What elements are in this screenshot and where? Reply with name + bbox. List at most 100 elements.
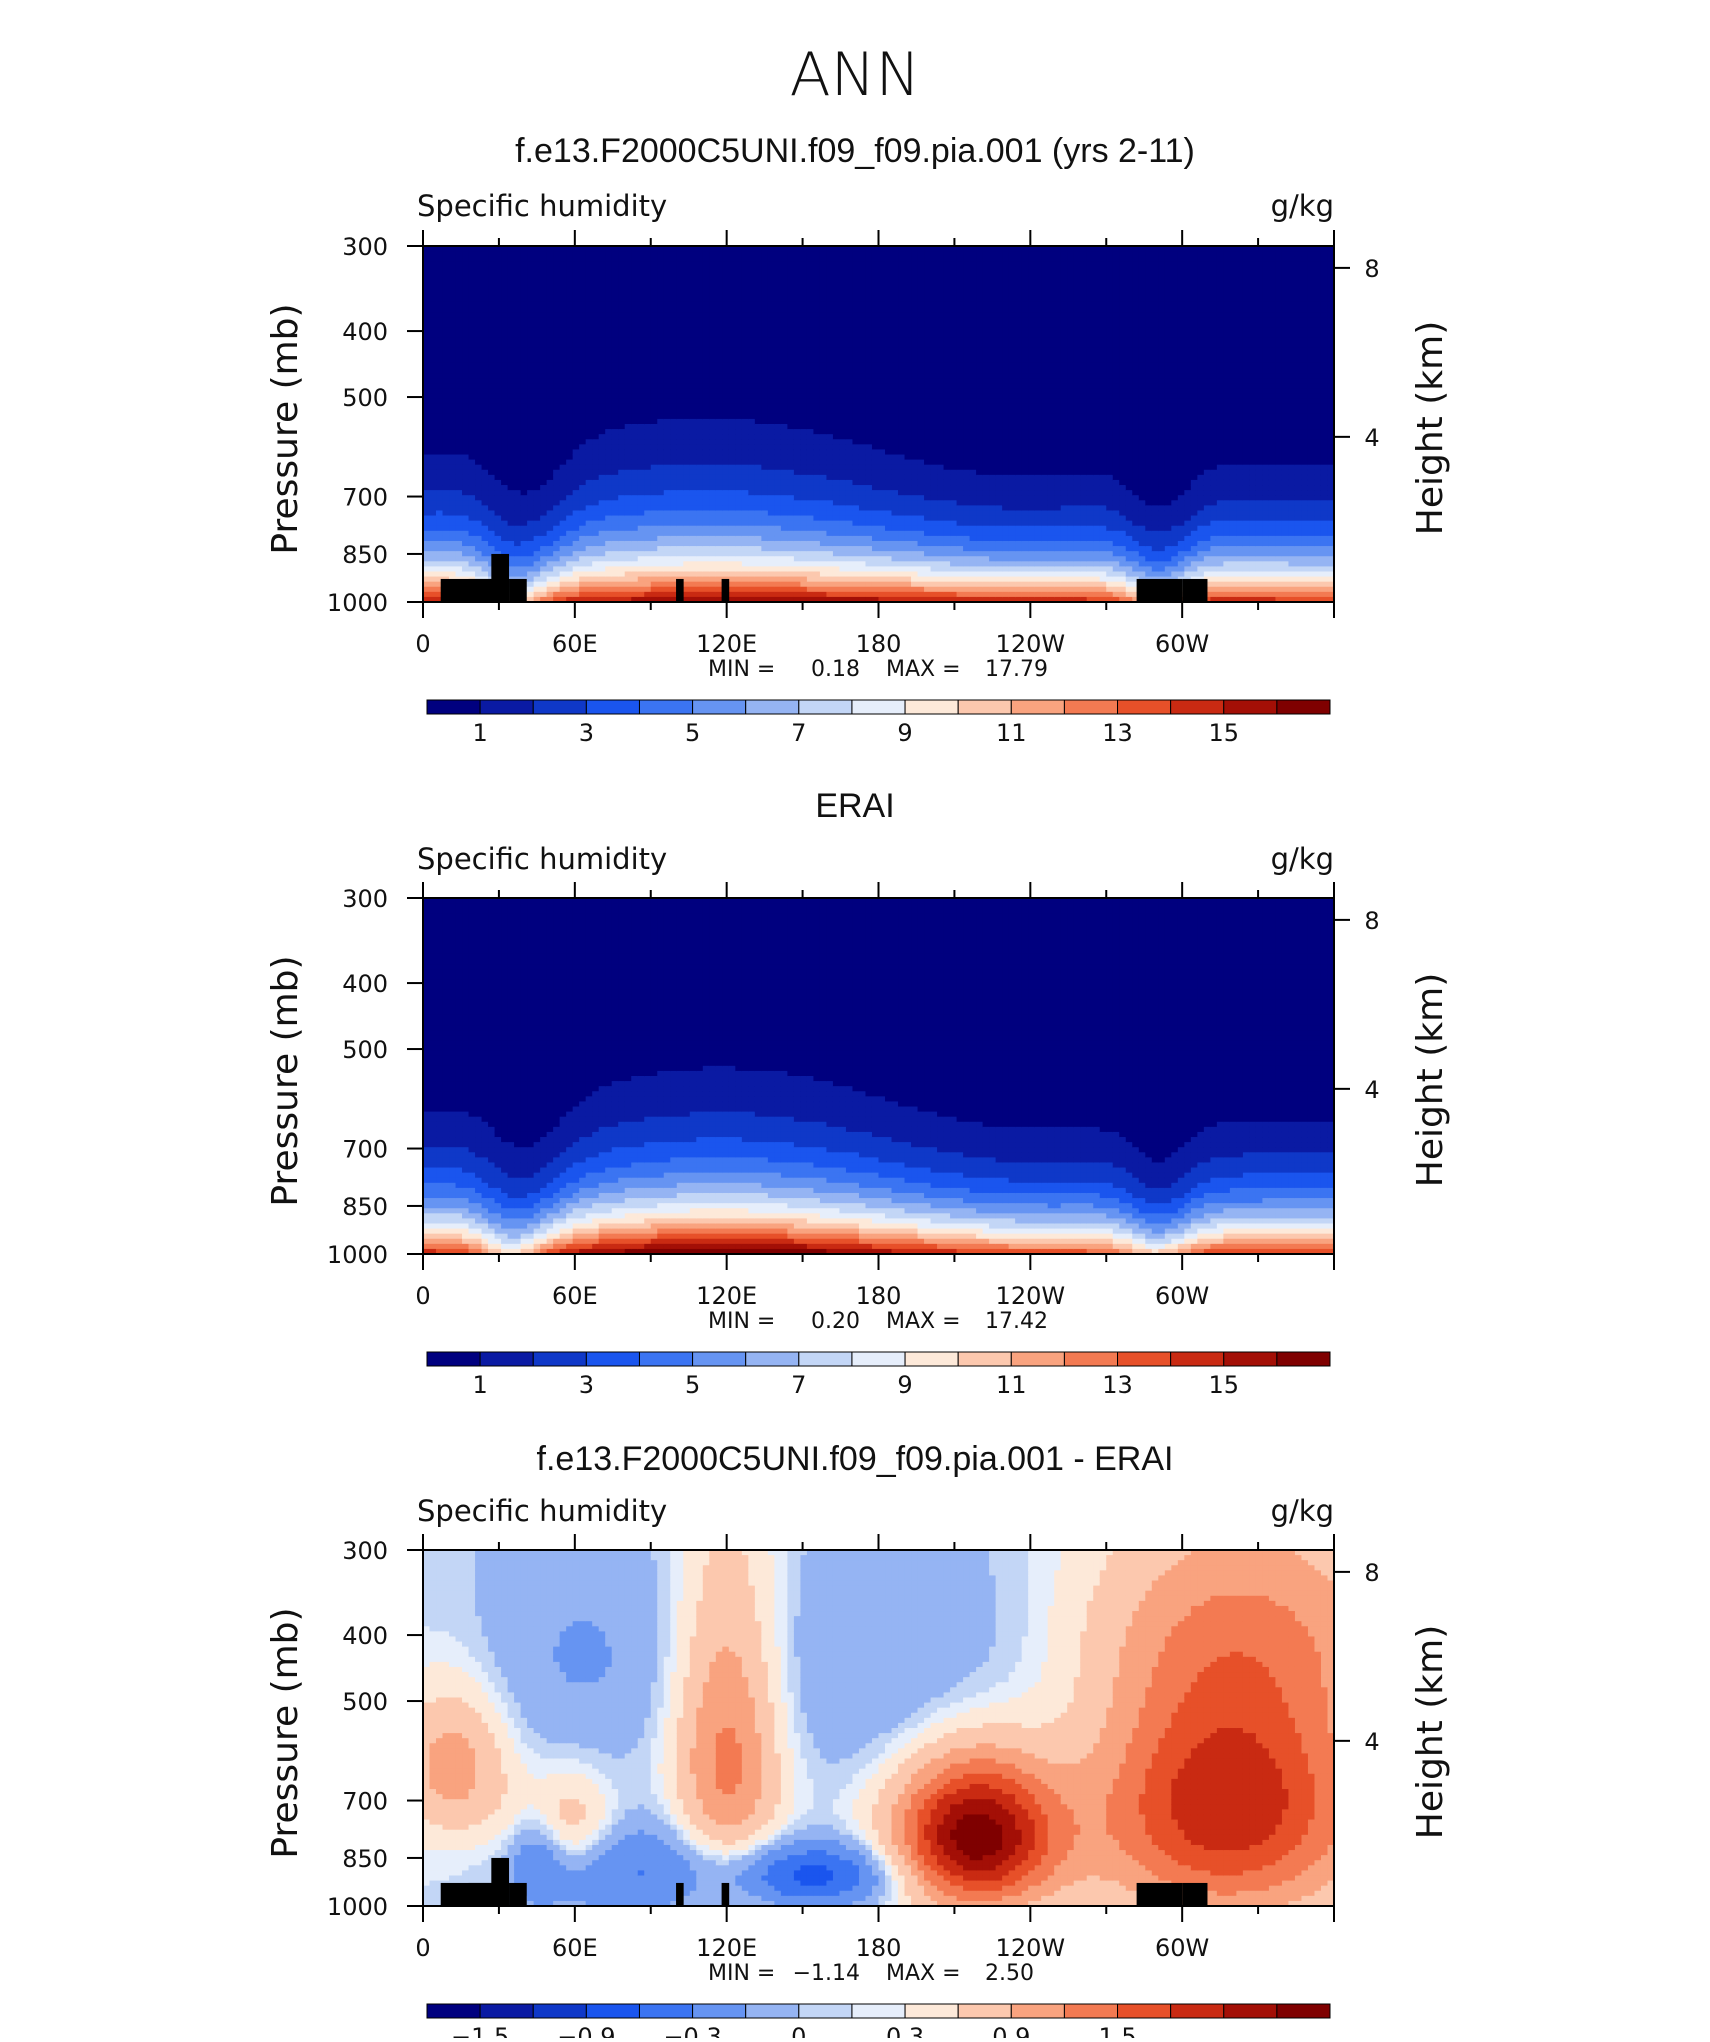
contour-cell: [566, 419, 573, 425]
contour-cell: [514, 404, 521, 410]
contour-cell: [833, 399, 840, 405]
contour-cell: [430, 526, 437, 532]
contour-cell: [690, 429, 697, 435]
contour-cell: [664, 393, 671, 399]
contour-cell: [540, 500, 547, 506]
contour-cell: [872, 271, 879, 277]
contour-cell: [475, 536, 482, 542]
contour-cell: [482, 485, 489, 491]
contour-cell: [462, 302, 469, 308]
contour-cell: [449, 561, 456, 567]
contour-cell: [722, 409, 729, 415]
contour-cell: [482, 404, 489, 410]
contour-cell: [879, 363, 886, 369]
contour-cell: [690, 261, 697, 267]
contour-cell: [475, 455, 482, 461]
contour-cell: [865, 404, 872, 410]
contour-cell: [703, 465, 710, 471]
contour-cell: [800, 551, 807, 557]
contour-cell: [722, 302, 729, 308]
contour-cell: [573, 261, 580, 267]
contour-cell: [631, 546, 638, 552]
contour-cell: [826, 256, 833, 262]
contour-cell: [826, 577, 833, 583]
contour-cell: [508, 353, 515, 359]
contour-cell: [761, 404, 768, 410]
contour-cell: [846, 343, 853, 349]
contour-cell: [579, 363, 586, 369]
contour-cell: [605, 256, 612, 262]
contour-cell: [670, 307, 677, 313]
contour-cell: [664, 287, 671, 293]
contour-cell: [696, 251, 703, 257]
contour-cell: [879, 368, 886, 374]
contour-cell: [670, 424, 677, 430]
contour-cell: [540, 332, 547, 338]
contour-cell: [469, 373, 476, 379]
contour-cell: [716, 373, 723, 379]
contour-cell: [625, 444, 632, 450]
contour-cell: [586, 541, 593, 547]
contour-cell: [774, 419, 781, 425]
contour-cell: [651, 399, 658, 405]
contour-cell: [514, 455, 521, 461]
contour-cell: [482, 338, 489, 344]
contour-cell: [761, 551, 768, 557]
contour-cell: [729, 378, 736, 384]
contour-cell: [879, 592, 886, 598]
contour-cell: [612, 444, 619, 450]
contour-cell: [657, 439, 664, 445]
contour-cell: [436, 343, 443, 349]
contour-cell: [475, 348, 482, 354]
contour-cell: [664, 424, 671, 430]
contour-cell: [488, 373, 495, 379]
contour-cell: [768, 495, 775, 501]
contour-cell: [670, 312, 677, 318]
contour-cell: [599, 516, 606, 522]
contour-cell: [690, 582, 697, 588]
contour-cell: [638, 409, 645, 415]
contour-cell: [430, 297, 437, 303]
contour-cell: [495, 348, 502, 354]
contour-cell: [761, 541, 768, 547]
contour-cell: [469, 368, 476, 374]
contour-cell: [839, 490, 846, 496]
contour-cell: [605, 531, 612, 537]
contour-cell: [488, 541, 495, 547]
contour-cell: [683, 505, 690, 511]
contour-cell: [716, 322, 723, 328]
contour-cell: [833, 505, 840, 511]
contour-cell: [638, 571, 645, 577]
contour-cell: [436, 541, 443, 547]
contour-cell: [651, 307, 658, 313]
contour-cell: [735, 338, 742, 344]
contour-cell: [449, 439, 456, 445]
contour-cell: [768, 419, 775, 425]
contour-cell: [872, 409, 879, 415]
contour-cell: [709, 348, 716, 354]
contour-cell: [501, 363, 508, 369]
contour-cell: [592, 485, 599, 491]
contour-cell: [547, 566, 554, 572]
contour-cell: [826, 307, 833, 313]
contour-cell: [631, 571, 638, 577]
contour-cell: [456, 266, 463, 272]
contour-cell: [865, 470, 872, 476]
contour-cell: [599, 495, 606, 501]
contour-cell: [735, 521, 742, 527]
contour-cell: [735, 500, 742, 506]
contour-cell: [625, 455, 632, 461]
contour-cell: [625, 358, 632, 364]
contour-cell: [742, 551, 749, 557]
contour-cell: [800, 388, 807, 394]
contour-cell: [475, 460, 482, 466]
contour-cell: [547, 287, 554, 293]
contour-cell: [462, 541, 469, 547]
contour-cell: [703, 266, 710, 272]
contour-cell: [462, 266, 469, 272]
contour-cell: [807, 393, 814, 399]
contour-cell: [566, 516, 573, 522]
contour-cell: [755, 292, 762, 298]
contour-cell: [469, 378, 476, 384]
